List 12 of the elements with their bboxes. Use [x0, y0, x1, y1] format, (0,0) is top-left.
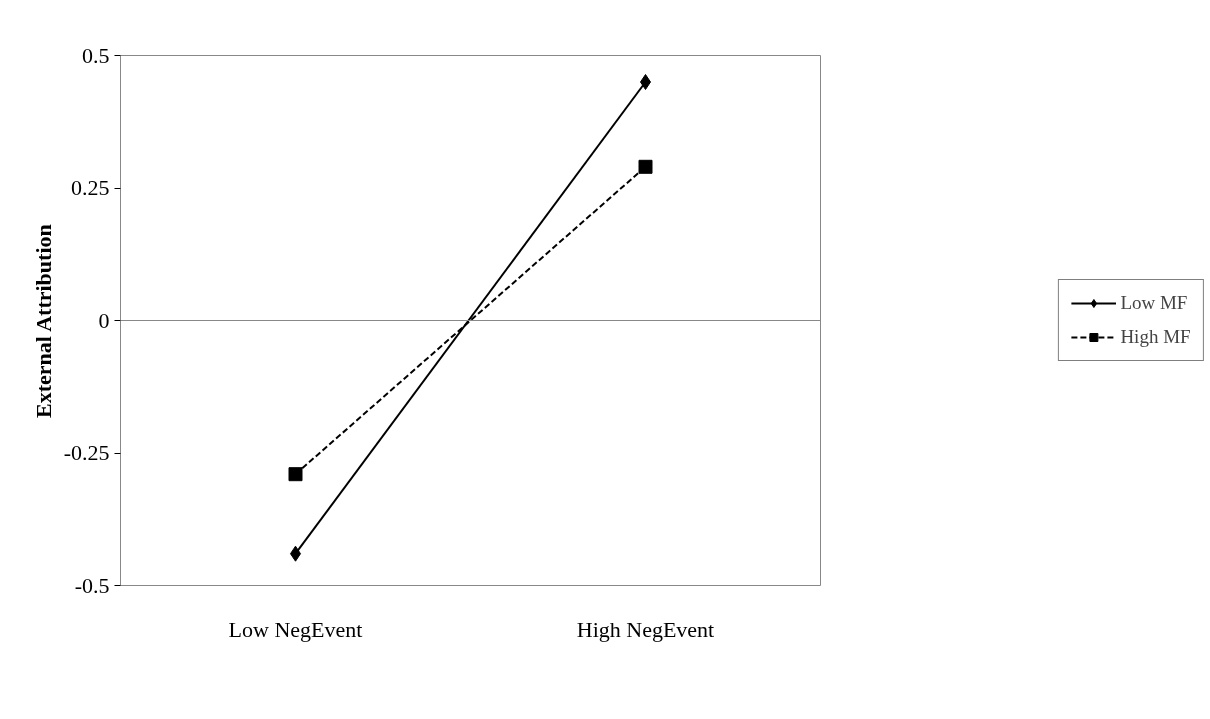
y-tick-label: -0.25 [63, 440, 110, 465]
y-tick-label: 0.25 [71, 175, 110, 200]
y-tick-label: 0 [98, 307, 110, 333]
x-tick-label: High NegEvent [576, 616, 715, 642]
point [638, 159, 653, 174]
legend-label: Low MF [1120, 292, 1188, 314]
legend-label: High MF [1120, 326, 1191, 348]
y-tick-label: 0.5 [82, 42, 110, 68]
point [288, 467, 303, 482]
x-tick-label: Low NegEvent [228, 616, 363, 642]
y-tick-label: -0.5 [74, 572, 110, 598]
y-axis-title: External Attribution [30, 224, 56, 418]
